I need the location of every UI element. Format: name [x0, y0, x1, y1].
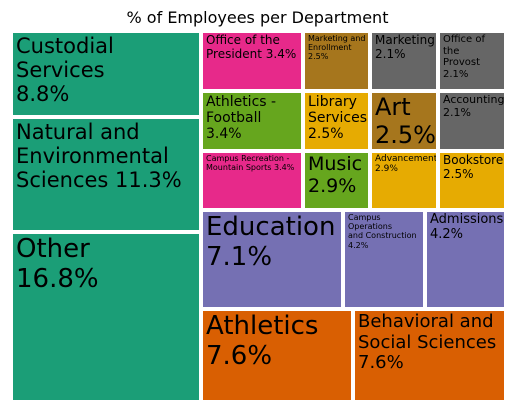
tile-label: Education 7.1% — [206, 212, 336, 272]
tile-label: Admissions 4.2% — [430, 212, 504, 242]
tile-label: Behavioral and Social Sciences 7.6% — [358, 311, 497, 374]
tile-label: Art 2.5% — [375, 93, 436, 149]
tile-label: Campus Recreation - Mountain Sports 3.4% — [206, 154, 295, 173]
treemap-tile: Athletics 7.6% — [201, 309, 353, 402]
treemap-tile: Library Services 2.5% — [303, 91, 370, 151]
treemap-tile: Other 16.8% — [11, 232, 201, 402]
tile-label: Natural and Environmental Sciences 11.3% — [16, 120, 182, 193]
treemap-tile: Campus Operations and Construction 4.2% — [343, 210, 425, 309]
tile-label: Marketing and Enrollment 2.5% — [308, 34, 366, 62]
tile-label: Office of the President 3.4% — [206, 33, 297, 61]
tile-label: Bookstore 2.5% — [443, 153, 504, 181]
treemap-tile: Marketing and Enrollment 2.5% — [303, 31, 370, 91]
tile-label: Advancement 2.9% — [375, 154, 438, 175]
tile-label: Athletics - Football 3.4% — [206, 94, 277, 143]
treemap-tile: Admissions 4.2% — [425, 210, 506, 309]
treemap-tile: Behavioral and Social Sciences 7.6% — [353, 309, 506, 402]
tile-label: Library Services 2.5% — [308, 94, 368, 143]
chart-title: % of Employees per Department — [126, 8, 389, 27]
tile-label: Athletics 7.6% — [206, 311, 319, 371]
tile-label: Music 2.9% — [308, 153, 363, 197]
treemap-tile: Custodial Services 8.8% — [11, 31, 201, 117]
treemap-tile: Music 2.9% — [303, 151, 370, 210]
treemap-tile: Office of the Provost 2.1% — [438, 31, 506, 91]
treemap-tile: Natural and Environmental Sciences 11.3% — [11, 117, 201, 232]
tile-label: Accounting 2.1% — [443, 93, 505, 119]
tile-label: Custodial Services 8.8% — [16, 34, 114, 107]
treemap-tile: Bookstore 2.5% — [438, 151, 506, 210]
tile-label: Campus Operations and Construction 4.2% — [348, 213, 417, 250]
treemap-tile: Athletics - Football 3.4% — [201, 91, 303, 151]
treemap-tile: Education 7.1% — [201, 210, 343, 309]
tile-label: Office of the Provost 2.1% — [443, 34, 486, 80]
treemap-tile: Accounting 2.1% — [438, 91, 506, 151]
treemap-tile: Art 2.5% — [370, 91, 438, 151]
treemap-tile: Campus Recreation - Mountain Sports 3.4% — [201, 151, 303, 210]
tile-label: Marketing 2.1% — [375, 33, 435, 61]
treemap-tile: Advancement 2.9% — [370, 151, 438, 210]
treemap-tile: Office of the President 3.4% — [201, 31, 303, 91]
treemap-tile: Marketing 2.1% — [370, 31, 438, 91]
tile-label: Other 16.8% — [16, 234, 99, 294]
